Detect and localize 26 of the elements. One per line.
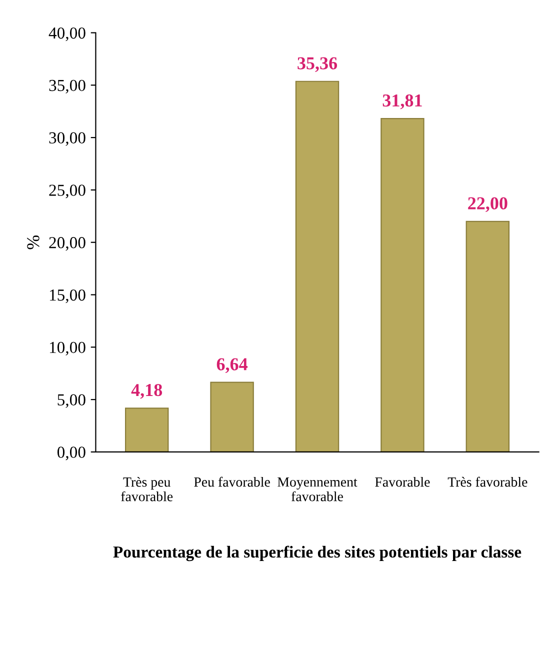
x-tick-label: Très peu favorable bbox=[121, 476, 173, 502]
y-axis-title: % bbox=[27, 235, 40, 250]
x-tick-label: Peu favorable bbox=[194, 476, 270, 487]
y-tick-label: 25,00 bbox=[49, 184, 86, 198]
x-tick-label: Moyennement favorable bbox=[278, 477, 358, 502]
y-tick-label: 30,00 bbox=[49, 132, 86, 146]
data-label: 35,36 bbox=[298, 57, 338, 72]
bar bbox=[295, 80, 340, 452]
y-tick-label: 10,00 bbox=[50, 342, 86, 356]
y-tick-label: 40,00 bbox=[48, 27, 86, 42]
x-tick-label: Très favorable bbox=[448, 476, 528, 487]
y-tick-label: 0,00 bbox=[57, 446, 86, 460]
data-label: 22,00 bbox=[468, 197, 508, 212]
y-tick-label: 5,00 bbox=[58, 394, 86, 408]
y-tick-label: 35,00 bbox=[49, 80, 86, 94]
bar bbox=[466, 220, 510, 452]
data-label: 4,18 bbox=[131, 384, 162, 399]
y-tick-label: 15,00 bbox=[50, 289, 86, 304]
data-label: 6,64 bbox=[216, 358, 248, 373]
x-tick-label: Favorable bbox=[375, 476, 430, 487]
data-label: 31,81 bbox=[382, 94, 422, 110]
bar bbox=[380, 118, 424, 452]
bar bbox=[210, 382, 254, 452]
x-axis-title: Pourcentage de la superficie des sites potentiels par classe bbox=[113, 546, 522, 562]
bar bbox=[124, 408, 169, 452]
y-tick-label: 20,00 bbox=[49, 237, 86, 251]
